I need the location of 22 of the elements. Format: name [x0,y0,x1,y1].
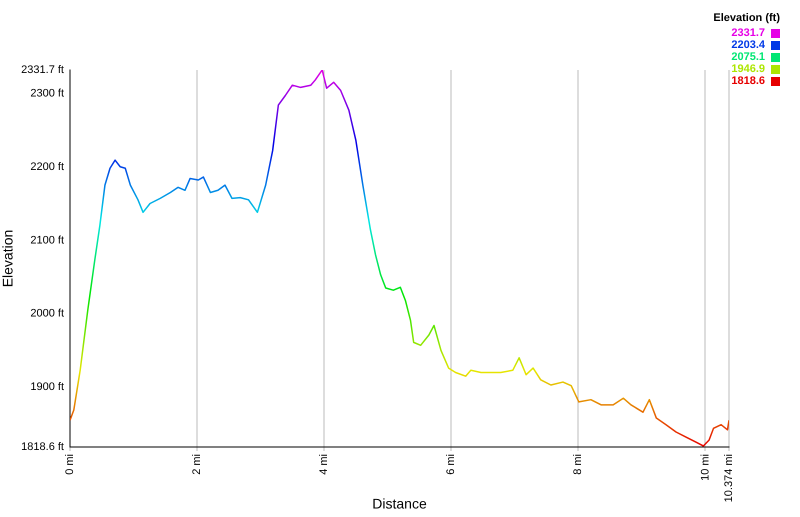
x-axis-title: Distance [372,495,427,512]
y-tick-label: 2100 ft [30,234,64,246]
y-tick-label: 2000 ft [30,308,64,320]
y-axis-title: Elevation [0,230,16,288]
x-tick-label: 0 mi [64,454,76,475]
x-tick-label: 2 mi [191,454,204,475]
x-tick-label: 10 mi [699,454,712,481]
x-tick-label: 6 mi [445,454,458,475]
x-tick-label: 4 mi [318,454,330,475]
color-bar-label: 2203.4 [731,39,765,51]
y-tick-label: 2300 ft [30,87,64,100]
y-tick-label: 1900 ft [30,381,64,394]
y-tick-label: 1818.6 ft [21,441,64,454]
x-tick-label: 10.374 mi [723,454,736,502]
y-tick-label: 2200 ft [30,160,64,173]
y-tick-label: 2331.7 ft [21,64,64,76]
color-bar-label: 1946.9 [731,63,765,75]
x-tick-label: 8 mi [572,454,584,475]
color-bar-title: Elevation (ft) [713,12,780,24]
color-bar-label: 1818.6 [731,75,765,87]
color-bar-label: 2331.7 [731,27,765,39]
color-bar-label: 2075.1 [731,51,765,63]
